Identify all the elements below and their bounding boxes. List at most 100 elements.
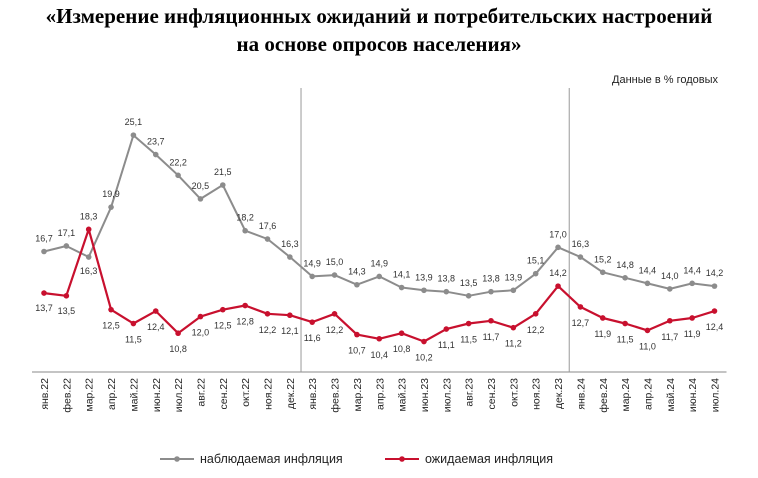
data-point-observed — [376, 273, 383, 280]
data-label-observed: 16,3 — [281, 239, 299, 249]
x-tick-label: фев.23 — [330, 378, 342, 413]
x-tick-label: авг.23 — [464, 378, 476, 407]
x-tick-label: окт.22 — [240, 378, 252, 407]
x-tick-label: май.22 — [128, 378, 140, 412]
x-tick-label: окт.23 — [508, 378, 520, 407]
x-tick-label: мар.23 — [352, 378, 364, 412]
data-point-expected — [510, 324, 517, 331]
chart-title: «Измерение инфляционных ожиданий и потре… — [0, 2, 758, 58]
data-label-expected: 11,5 — [460, 335, 477, 345]
x-tick-label: фев.22 — [61, 378, 73, 413]
series-line-expected — [43, 228, 715, 343]
data-label-expected: 10,8 — [169, 344, 187, 354]
data-label-observed: 17,0 — [549, 229, 567, 239]
data-point-expected — [488, 317, 494, 324]
data-label-expected: 12,2 — [259, 325, 277, 335]
data-point-observed — [309, 273, 316, 280]
data-label-expected: 12,5 — [102, 321, 120, 331]
data-point-observed — [711, 283, 718, 289]
data-point-observed — [644, 280, 651, 287]
x-tick-label: май.23 — [397, 378, 409, 412]
data-point-expected — [220, 306, 226, 313]
data-label-expected: 18,3 — [80, 211, 98, 221]
data-label-observed: 25,1 — [125, 117, 143, 127]
data-point-observed — [287, 254, 293, 260]
legend-swatch-marker — [399, 456, 405, 462]
title-line-2: на основе опросов населения» — [236, 32, 522, 56]
data-point-observed — [130, 132, 137, 138]
data-point-observed — [488, 288, 494, 295]
data-label-expected: 14,2 — [549, 268, 567, 278]
data-point-expected — [354, 331, 360, 338]
data-label-expected: 13,7 — [35, 303, 53, 313]
data-label-observed: 14,1 — [393, 270, 411, 280]
legend-label: наблюдаемая инфляция — [200, 452, 343, 466]
x-tick-label: июн.22 — [151, 378, 163, 412]
data-point-observed — [331, 272, 338, 278]
data-label-expected: 12,1 — [281, 326, 299, 336]
data-label-observed: 16,3 — [80, 266, 98, 276]
data-point-observed — [443, 288, 450, 295]
x-tick-label: мар.22 — [84, 378, 96, 412]
data-label-expected: 11,5 — [617, 335, 634, 345]
x-tick-label: июн.23 — [419, 378, 431, 412]
legend-observed: наблюдаемая инфляция — [160, 452, 343, 466]
data-label-observed: 14,9 — [370, 258, 388, 268]
x-tick-label: июн.24 — [687, 378, 699, 412]
data-label-observed: 17,6 — [259, 221, 277, 231]
data-label-observed: 14,4 — [639, 265, 657, 275]
data-label-expected: 10,4 — [370, 350, 388, 360]
data-point-expected — [532, 311, 539, 317]
data-label-observed: 19,9 — [102, 189, 120, 199]
data-label-expected: 12,2 — [326, 325, 344, 335]
data-label-observed: 23,7 — [147, 137, 165, 147]
data-point-observed — [220, 182, 226, 188]
legend-expected: ожидаемая инфляция — [385, 452, 553, 466]
data-label-observed: 14,8 — [616, 260, 634, 270]
data-label-expected: 11,9 — [594, 329, 611, 339]
x-tick-label: апр.23 — [374, 378, 386, 410]
data-point-expected — [130, 320, 137, 327]
data-label-expected: 12,8 — [236, 317, 254, 327]
x-tick-label: сен.22 — [218, 378, 230, 410]
data-point-observed — [555, 244, 561, 251]
series-line-observed — [43, 134, 715, 297]
data-point-expected — [443, 326, 450, 332]
data-label-observed: 13,8 — [482, 274, 500, 284]
data-label-expected: 11,9 — [684, 329, 701, 339]
data-label-observed: 15,0 — [326, 257, 344, 267]
data-point-expected — [555, 283, 561, 289]
data-point-expected — [287, 312, 293, 319]
data-label-observed: 13,9 — [505, 272, 523, 282]
data-point-expected — [622, 320, 628, 327]
data-label-observed: 17,1 — [58, 228, 76, 238]
data-point-expected — [376, 335, 383, 342]
data-point-expected — [63, 293, 70, 299]
data-point-expected — [331, 311, 338, 317]
data-label-expected: 11,7 — [661, 332, 678, 342]
data-point-expected — [264, 311, 271, 317]
data-point-expected — [398, 330, 405, 337]
data-label-expected: 12,2 — [527, 325, 545, 335]
x-tick-label: май.24 — [665, 378, 677, 412]
data-point-observed — [421, 287, 427, 294]
data-label-observed: 13,5 — [460, 278, 478, 288]
data-point-observed — [197, 196, 204, 202]
x-tick-label: янв.24 — [575, 378, 587, 410]
data-label-observed: 14,3 — [348, 267, 366, 277]
data-label-expected: 11,1 — [438, 340, 455, 350]
data-point-observed — [264, 236, 271, 242]
data-label-expected: 11,5 — [125, 335, 142, 345]
data-point-expected — [242, 302, 248, 309]
data-point-expected — [175, 330, 181, 337]
data-point-observed — [622, 275, 628, 281]
data-label-expected: 10,7 — [348, 346, 366, 356]
data-point-observed — [108, 204, 114, 210]
data-label-observed: 15,2 — [594, 254, 612, 264]
units-note: Данные в % годовых — [612, 74, 718, 86]
data-label-expected: 11,6 — [304, 333, 321, 343]
data-point-expected — [689, 315, 695, 321]
data-label-expected: 10,2 — [415, 353, 433, 363]
data-label-observed: 18,2 — [236, 213, 254, 223]
data-point-observed — [354, 281, 360, 288]
